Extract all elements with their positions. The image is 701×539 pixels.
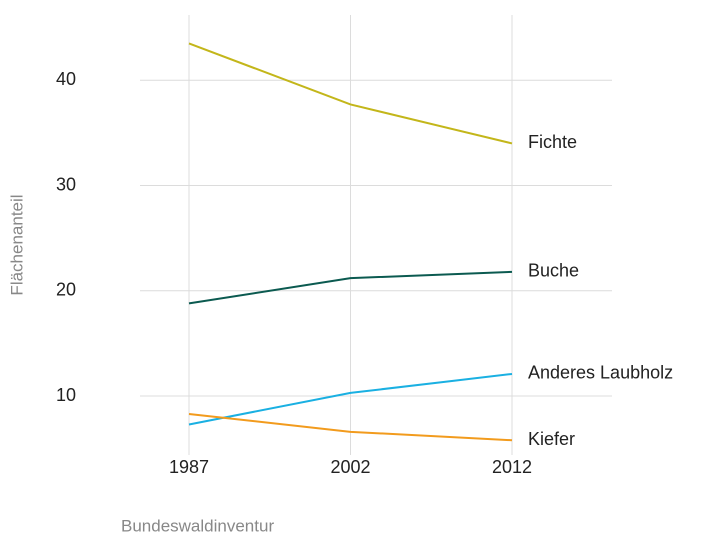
y-axis-title: Flächenanteil xyxy=(7,194,26,295)
series-line xyxy=(188,42,513,145)
series-label: Kiefer xyxy=(528,429,575,449)
series-label: Buche xyxy=(528,261,579,281)
series-line xyxy=(188,412,513,442)
x-axis-title: Bundeswaldinventur xyxy=(121,516,274,535)
y-tick-label: 10 xyxy=(56,385,76,405)
series-label: Anderes Laubholz xyxy=(528,363,673,383)
y-tick-label: 40 xyxy=(56,69,76,89)
x-tick-label: 2012 xyxy=(492,457,532,477)
y-tick-label: 30 xyxy=(56,174,76,194)
series-label: Fichte xyxy=(528,132,577,152)
x-tick-label: 2002 xyxy=(330,457,370,477)
series-line xyxy=(188,270,513,305)
x-tick-label: 1987 xyxy=(169,457,209,477)
series-line xyxy=(188,372,513,426)
y-tick-label: 20 xyxy=(56,280,76,300)
